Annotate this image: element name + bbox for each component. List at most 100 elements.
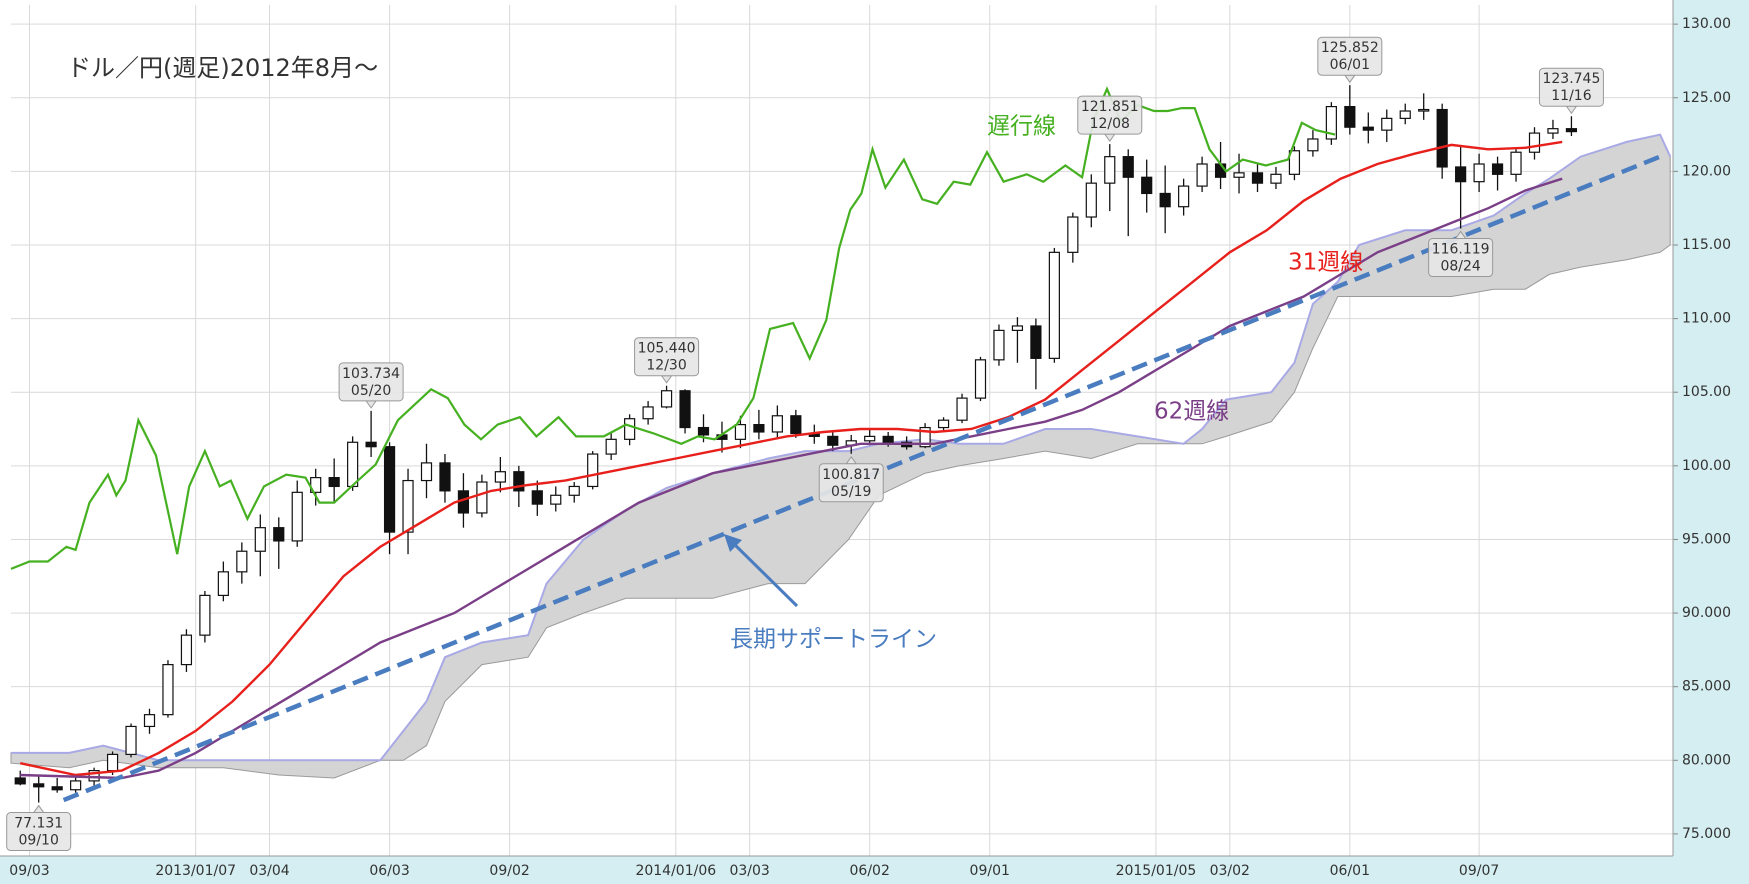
candle-body (697, 426, 710, 436)
candle-body (1473, 163, 1485, 183)
chart-title: ドル／円(週足)2012年8月～ (67, 54, 378, 82)
callout-value: 121.851 (1081, 99, 1139, 115)
y-tick-label: 100.00 (1682, 458, 1731, 474)
callout-value: 77.131 (14, 816, 63, 832)
candle-body (1122, 156, 1134, 178)
candle-body (33, 783, 45, 788)
candle-body (217, 571, 229, 596)
candle-body (439, 462, 451, 492)
y-tick-label: 105.00 (1682, 384, 1731, 400)
candle-body (273, 527, 285, 542)
series-line (19, 140, 1563, 777)
plot (10, 85, 1672, 803)
candle-body (531, 490, 543, 505)
callout-value: 123.745 (1542, 71, 1600, 87)
callout-date: 05/19 (831, 484, 871, 500)
candle-body (1510, 151, 1522, 175)
candle-body (420, 462, 433, 482)
candle-body (383, 446, 396, 533)
candle-body (365, 441, 377, 448)
callout-date: 12/08 (1090, 116, 1130, 132)
overlay: 31週線62週線遅行線長期サポートライン77.13109/10103.73405… (6, 36, 1661, 852)
y-tick-label: 90.000 (1682, 605, 1731, 621)
candle-body (1528, 132, 1541, 153)
candle-body (1381, 117, 1393, 131)
callout (818, 463, 884, 503)
x-tick-label: 2014/01/06 (635, 863, 716, 879)
x-tick-label: 2015/01/05 (1116, 863, 1197, 879)
x-tick-label: 09/03 (9, 863, 49, 879)
x-tick-label: 06/02 (850, 863, 890, 879)
x-tick-label: 03/02 (1210, 863, 1250, 879)
x-tick-label: 09/07 (1459, 863, 1499, 879)
candle-body (347, 441, 359, 488)
y-tick-label: 125.00 (1682, 90, 1731, 106)
support-label: 長期サポートライン (730, 627, 937, 653)
x-tick-label: 03/03 (729, 863, 769, 879)
callout (634, 337, 700, 377)
candle-body (1565, 128, 1578, 133)
candle-body (1362, 126, 1374, 131)
candle-body (550, 494, 562, 505)
x-axis-band (0, 856, 1749, 884)
candle-body (1547, 128, 1559, 134)
candle-body (1178, 185, 1190, 208)
callout (1538, 67, 1604, 107)
y-axis-band (1673, 0, 1749, 884)
candle-body (70, 780, 82, 791)
candle-body (88, 770, 100, 782)
candle-body (180, 634, 193, 666)
x-tick-label: 03/04 (249, 863, 289, 879)
series-label: 遅行線 (987, 114, 1056, 140)
candle-body (1030, 325, 1042, 359)
callout-date: 05/20 (351, 383, 391, 399)
candle-body (956, 397, 968, 421)
candle-body (1067, 216, 1079, 253)
callout-value: 103.734 (342, 366, 400, 382)
candle-body (236, 550, 248, 573)
candle-body (1491, 163, 1504, 175)
candle-body (494, 471, 506, 483)
x-tick-label: 2013/01/07 (155, 863, 236, 879)
x-tick-label: 09/02 (489, 863, 529, 879)
y-tick-label: 110.00 (1682, 311, 1731, 327)
candle-body (1159, 192, 1171, 208)
candle-body (1048, 251, 1060, 359)
x-tick-label: 09/01 (970, 863, 1010, 879)
candle-body (568, 485, 580, 496)
y-tick-label: 85.000 (1682, 679, 1731, 695)
candle-body (513, 471, 525, 492)
candle-body (1251, 172, 1264, 184)
candle-body (1288, 150, 1301, 175)
candle-body (199, 594, 211, 636)
callout (6, 812, 72, 852)
candle-body (1344, 105, 1356, 128)
candle-body (864, 435, 876, 442)
candle-body (1085, 182, 1097, 218)
candle-body (624, 418, 636, 440)
y-tick-label: 130.00 (1682, 16, 1731, 32)
callout (1077, 95, 1143, 135)
candle-body (937, 419, 950, 429)
callout-value: 105.440 (638, 341, 696, 357)
candle-body (734, 424, 747, 440)
candle-body (993, 329, 1005, 361)
candle-body (1455, 166, 1467, 183)
candle-body (1436, 108, 1448, 168)
candle-body (1104, 156, 1116, 184)
callout-value: 116.119 (1432, 242, 1490, 258)
candle-body (1399, 110, 1411, 119)
callout-date: 08/24 (1440, 259, 1480, 275)
y-tick-label: 95.000 (1682, 531, 1731, 547)
candle-body (974, 359, 987, 399)
candle-body (51, 786, 63, 791)
candle-body (771, 415, 783, 433)
callout-value: 125.852 (1321, 40, 1379, 56)
candle-body (476, 481, 488, 514)
callout (1428, 238, 1494, 278)
callout (1317, 36, 1383, 76)
candle-body (605, 438, 617, 455)
